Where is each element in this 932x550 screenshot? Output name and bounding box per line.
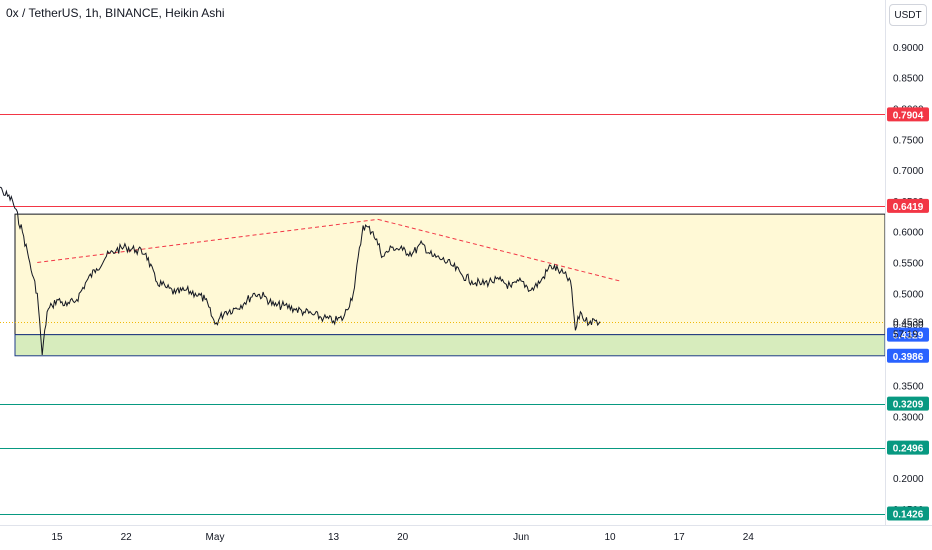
support-zone <box>14 334 886 357</box>
time-tick-label: Jun <box>513 532 529 543</box>
price-tag-label: 0.4329 <box>893 331 924 342</box>
price-series <box>0 186 601 355</box>
price-tick-label: 0.2000 <box>893 474 924 485</box>
price-tick-label: 0.8500 <box>893 74 924 85</box>
price-tag-label: 0.3209 <box>893 400 924 411</box>
time-tick-label: 20 <box>397 532 409 543</box>
price-tag-label: 0.1426 <box>893 510 924 521</box>
price-axis[interactable]: 0.90000.85000.80000.75000.70000.65000.60… <box>885 0 932 525</box>
price-tick-label: 0.6000 <box>893 228 924 239</box>
price-line <box>0 186 601 355</box>
time-tick-label: 13 <box>328 532 340 543</box>
zone-rectangles <box>14 213 886 357</box>
price-tick-label: 0.3000 <box>893 413 924 424</box>
price-tag <box>887 327 929 342</box>
time-tick-label: 17 <box>674 532 686 543</box>
time-axis-bg[interactable] <box>0 525 932 550</box>
price-tick-label: 0.5000 <box>893 289 924 300</box>
chart-title: 0x / TetherUS, 1h, BINANCE, Heikin Ashi <box>6 6 225 20</box>
price-tag-label: 0.7904 <box>893 110 924 121</box>
time-tick-label: 10 <box>604 532 616 543</box>
currency-button[interactable]: USDT <box>889 4 927 26</box>
price-tag-label: 0.2496 <box>893 444 924 455</box>
price-tick-label: 0.9000 <box>893 43 924 54</box>
price-tag <box>887 440 929 455</box>
bar-countdown-label: 57:19 <box>893 330 918 341</box>
price-tag-label: 0.6419 <box>893 202 924 213</box>
time-tick-label: 24 <box>743 532 755 543</box>
price-tag <box>887 348 929 363</box>
time-tick-label: 22 <box>121 532 133 543</box>
trendline <box>37 218 379 263</box>
range-zone <box>14 213 886 336</box>
trendlines <box>37 218 620 282</box>
price-axis-bg[interactable] <box>885 0 932 525</box>
time-tick-label: May <box>206 532 225 543</box>
price-tick-label: 0.3500 <box>893 382 924 393</box>
time-axis[interactable]: 15 22 May 13 20 Jun 10 17 24 <box>0 525 932 550</box>
price-tag <box>887 506 929 521</box>
time-tick-label: 15 <box>51 532 63 543</box>
price-tick-label: 0.4500 <box>893 320 924 331</box>
price-tag-label: 0.3986 <box>893 352 924 363</box>
price-tag <box>887 107 929 122</box>
last-price-label: 0.4539 <box>893 318 924 329</box>
price-tick-label: 0.7500 <box>893 135 924 146</box>
price-tick-label: 0.5500 <box>893 259 924 270</box>
price-tag <box>887 198 929 213</box>
price-tick-label: 0.7000 <box>893 166 924 177</box>
horizontal-level-lines <box>0 114 885 515</box>
price-tag <box>887 396 929 411</box>
price-axis-tags: 0.7904 0.6419 0.3209 0.2496 0.1426 0.4329 0.39… <box>887 107 929 521</box>
